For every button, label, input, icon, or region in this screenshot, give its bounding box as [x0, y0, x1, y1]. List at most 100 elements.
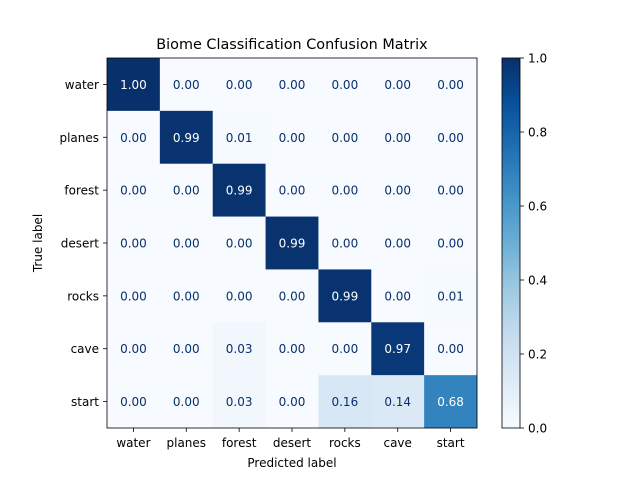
heatmap-cell [265, 269, 319, 323]
heatmap-cell [107, 163, 161, 217]
heatmap-cell [159, 322, 214, 376]
heatmap-cell [265, 58, 319, 112]
cell-value-label: 0.01 [226, 131, 253, 145]
heatmap-cell [159, 216, 214, 270]
cell-value-label: 0.00 [437, 78, 464, 92]
cell-value-label: 0.00 [279, 395, 306, 409]
cell-value-label: 0.00 [279, 342, 306, 356]
cell-value-label: 0.99 [173, 131, 200, 145]
y-tick-label: water [65, 78, 99, 92]
heatmap-cell [424, 216, 478, 270]
x-tick-label: planes [167, 436, 207, 450]
colorbar-tick-label: 0.4 [528, 274, 547, 288]
heatmap-cell [265, 322, 319, 376]
heatmap-cell [212, 163, 266, 217]
heatmap-cell [159, 58, 214, 112]
cell-value-label: 0.00 [384, 131, 411, 145]
heatmap-cell [212, 110, 266, 165]
cell-value-label: 0.00 [173, 78, 200, 92]
heatmap-cell [371, 110, 425, 165]
heatmap-cell [212, 58, 266, 112]
y-tick-label: desert [61, 237, 100, 251]
cell-value-label: 0.03 [226, 342, 253, 356]
heatmap-cell [371, 322, 425, 376]
heatmap-cell-labels: 1.00 0.00 0.00 0.00 0.00 0.00 0.00 0.00 0.99 0.01… [120, 78, 464, 409]
cell-value-label: 0.00 [279, 184, 306, 198]
cell-value-label: 0.99 [331, 289, 358, 303]
cell-value-label: 0.01 [437, 289, 464, 303]
cell-value-label: 0.00 [120, 395, 147, 409]
cell-value-label: 0.14 [384, 395, 411, 409]
cell-value-label: 1.00 [120, 78, 147, 92]
heatmap-cell [159, 163, 214, 217]
heatmap-cell [371, 58, 425, 112]
colorbar-tick-label: 0.0 [528, 422, 547, 436]
cell-value-label: 0.03 [226, 395, 253, 409]
colorbar-tick-label: 0.6 [528, 200, 547, 214]
x-tick-label: rocks [329, 436, 361, 450]
cell-value-label: 0.00 [279, 131, 306, 145]
x-tick-label: desert [273, 436, 312, 450]
cell-value-label: 0.00 [279, 78, 306, 92]
y-tick-label: forest [64, 184, 99, 198]
heatmap-cell [265, 216, 319, 270]
heatmap-cell [265, 110, 319, 165]
cell-value-label: 0.00 [226, 289, 253, 303]
heatmap-cell [265, 375, 319, 429]
x-tick-label: forest [222, 436, 257, 450]
colorbar-ticks: 0.0 0.2 0.4 0.6 0.8 1.0 [520, 52, 547, 436]
cell-value-label: 0.99 [226, 184, 253, 198]
heatmap-cell [371, 163, 425, 217]
cell-value-label: 0.00 [279, 289, 306, 303]
cell-value-label: 0.68 [437, 395, 464, 409]
y-tick-label: rocks [67, 289, 99, 303]
cell-value-label: 0.00 [226, 237, 253, 251]
heatmap-cell [212, 375, 266, 429]
cell-value-label: 0.00 [331, 131, 358, 145]
cell-value-label: 0.00 [384, 184, 411, 198]
heatmap-cell [371, 216, 425, 270]
y-axis-ticks: water planes forest desert rocks cave start [59, 78, 107, 409]
cell-value-label: 0.99 [279, 237, 306, 251]
x-tick-label: water [116, 436, 150, 450]
heatmap-cell [424, 163, 478, 217]
cell-value-label: 0.00 [173, 289, 200, 303]
heatmap-cells [107, 58, 478, 429]
heatmap-cell [159, 269, 214, 323]
heatmap-cell [107, 269, 161, 323]
cell-value-label: 0.00 [173, 184, 200, 198]
heatmap-cell [318, 110, 372, 165]
heatmap-cell [212, 216, 266, 270]
y-axis-label: True label [31, 214, 45, 273]
cell-value-label: 0.00 [331, 78, 358, 92]
heatmap-cell [424, 269, 478, 323]
cell-value-label: 0.00 [173, 395, 200, 409]
cell-value-label: 0.00 [173, 237, 200, 251]
cell-value-label: 0.00 [173, 342, 200, 356]
heatmap-cell [159, 375, 214, 429]
cell-value-label: 0.00 [120, 289, 147, 303]
colorbar-tick-label: 0.8 [528, 126, 547, 140]
heatmap-cell [318, 375, 372, 429]
heatmap-cell [107, 58, 161, 112]
heatmap-cell [107, 322, 161, 376]
cell-value-label: 0.00 [384, 237, 411, 251]
x-tick-label: cave [383, 436, 411, 450]
cell-value-label: 0.00 [331, 184, 358, 198]
heatmap-cell [318, 322, 372, 376]
heatmap-cell [318, 216, 372, 270]
colorbar-tick-label: 1.0 [528, 52, 547, 66]
heatmap-cell [107, 110, 161, 165]
cell-value-label: 0.00 [331, 237, 358, 251]
chart-title: Biome Classification Confusion Matrix [156, 37, 428, 53]
heatmap-cell [107, 216, 161, 270]
x-axis-ticks: water planes forest desert rocks cave start [116, 428, 465, 450]
cell-value-label: 0.00 [331, 342, 358, 356]
y-tick-label: cave [71, 342, 99, 356]
x-tick-label: start [437, 436, 465, 450]
heatmap-cell [318, 269, 372, 323]
heatmap-cell [424, 375, 478, 429]
heatmap-cell [318, 163, 372, 217]
heatmap-cell [318, 58, 372, 112]
